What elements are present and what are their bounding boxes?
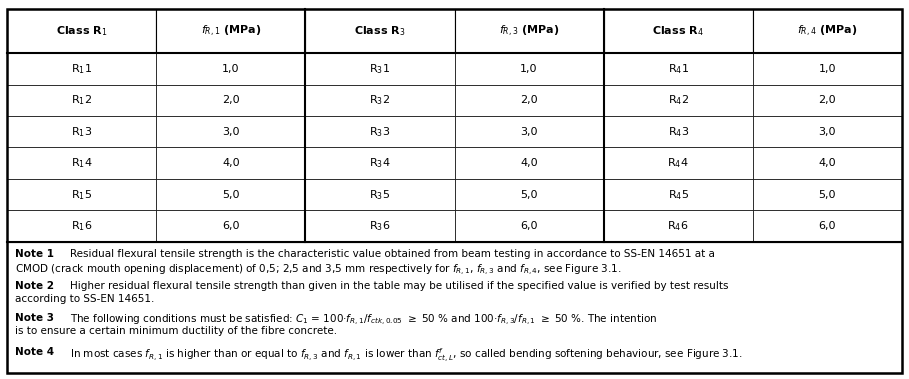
Text: R$_4$1: R$_4$1 [667,62,689,76]
Text: Class R$_1$: Class R$_1$ [56,24,107,38]
Bar [7,53,156,85]
Bar [753,53,902,85]
Bar [7,116,156,147]
Text: 6,0: 6,0 [222,221,240,231]
Text: R$_4$4: R$_4$4 [667,156,689,170]
Text: 6,0: 6,0 [818,221,836,231]
Text: is to ensure a certain minimum ductility of the fibre concrete.: is to ensure a certain minimum ductility… [15,326,336,336]
Bar [753,147,902,179]
Text: 3,0: 3,0 [520,127,538,137]
Bar [7,242,902,373]
Bar [454,179,604,210]
Text: In most cases $f_{R,1}$ is higher than or equal to $f_{R,3}$ and $f_{R,1}$ is lo: In most cases $f_{R,1}$ is higher than o… [70,346,743,365]
Bar [7,147,156,179]
Text: $f_{R,1}$ (MPa): $f_{R,1}$ (MPa) [201,24,261,39]
Text: R$_1$6: R$_1$6 [71,219,93,233]
Text: R$_3$4: R$_3$4 [369,156,391,170]
Text: 1,0: 1,0 [520,64,538,74]
Text: 3,0: 3,0 [818,127,836,137]
Bar [156,53,305,85]
Text: 1,0: 1,0 [818,64,836,74]
Text: R$_3$5: R$_3$5 [369,188,391,202]
Text: R$_3$3: R$_3$3 [369,125,391,139]
Bar [604,53,753,85]
Bar [156,116,305,147]
Bar [454,147,604,179]
Text: R$_1$2: R$_1$2 [71,93,93,107]
Text: 4,0: 4,0 [222,158,240,168]
Bar [753,9,902,53]
Bar [7,179,156,210]
Bar [305,210,454,242]
Text: R$_1$5: R$_1$5 [71,188,93,202]
Text: 5,0: 5,0 [520,190,538,200]
Bar [604,210,753,242]
Text: 3,0: 3,0 [222,127,240,137]
Bar [454,210,604,242]
Bar [156,147,305,179]
Bar [454,116,604,147]
Bar [454,53,604,85]
Bar [753,85,902,116]
Bar [7,210,156,242]
Text: Note 2: Note 2 [15,280,54,291]
Text: R$_3$1: R$_3$1 [369,62,391,76]
Bar [604,85,753,116]
Text: R$_1$3: R$_1$3 [71,125,93,139]
Text: R$_3$2: R$_3$2 [369,93,391,107]
Text: 5,0: 5,0 [818,190,836,200]
Text: Note 3: Note 3 [15,313,54,323]
Text: R$_3$6: R$_3$6 [369,219,391,233]
Bar [454,85,604,116]
Bar [305,85,454,116]
Bar [7,85,156,116]
Text: R$_1$1: R$_1$1 [71,62,93,76]
Text: 6,0: 6,0 [520,221,538,231]
Text: Note 4: Note 4 [15,346,54,357]
Text: $f_{R,3}$ (MPa): $f_{R,3}$ (MPa) [499,24,559,39]
Bar [604,147,753,179]
Bar [305,9,454,53]
Text: Class R$_3$: Class R$_3$ [355,24,405,38]
Text: The following conditions must be satisfied: $C_1$ = 100·$f_{R,1}$/$f_{ctk,0.05}$: The following conditions must be satisfi… [70,313,657,328]
Bar [753,210,902,242]
Bar [156,210,305,242]
Text: according to SS-EN 14651.: according to SS-EN 14651. [15,294,154,304]
Text: $f_{R,4}$ (MPa): $f_{R,4}$ (MPa) [797,24,857,39]
Bar [305,53,454,85]
Bar [305,116,454,147]
Text: 1,0: 1,0 [222,64,240,74]
Text: CMOD (crack mouth opening displacement) of 0,5; 2,5 and 3,5 mm respectively for : CMOD (crack mouth opening displacement) … [15,263,621,277]
Bar [156,85,305,116]
Bar [454,9,604,53]
Text: 2,0: 2,0 [222,95,240,105]
Text: R$_1$4: R$_1$4 [71,156,93,170]
Bar [753,116,902,147]
Text: 2,0: 2,0 [818,95,836,105]
Text: Note 1: Note 1 [15,249,54,259]
Bar [305,147,454,179]
Bar [604,9,753,53]
Bar [753,179,902,210]
Bar [156,9,305,53]
Text: R$_4$5: R$_4$5 [667,188,689,202]
Bar [604,179,753,210]
Bar [7,9,156,53]
Text: 4,0: 4,0 [520,158,538,168]
Text: R$_4$6: R$_4$6 [667,219,689,233]
Text: Residual flexural tensile strength is the characteristic value obtained from bea: Residual flexural tensile strength is th… [70,249,714,259]
Text: R$_4$3: R$_4$3 [667,125,689,139]
Text: Higher residual flexural tensile strength than given in the table may be utilise: Higher residual flexural tensile strengt… [70,280,728,291]
Text: R$_4$2: R$_4$2 [667,93,689,107]
Bar [156,179,305,210]
Text: 5,0: 5,0 [222,190,240,200]
Bar [604,116,753,147]
Text: 2,0: 2,0 [520,95,538,105]
Text: 4,0: 4,0 [818,158,836,168]
Bar [305,179,454,210]
Text: Class R$_4$: Class R$_4$ [652,24,704,38]
